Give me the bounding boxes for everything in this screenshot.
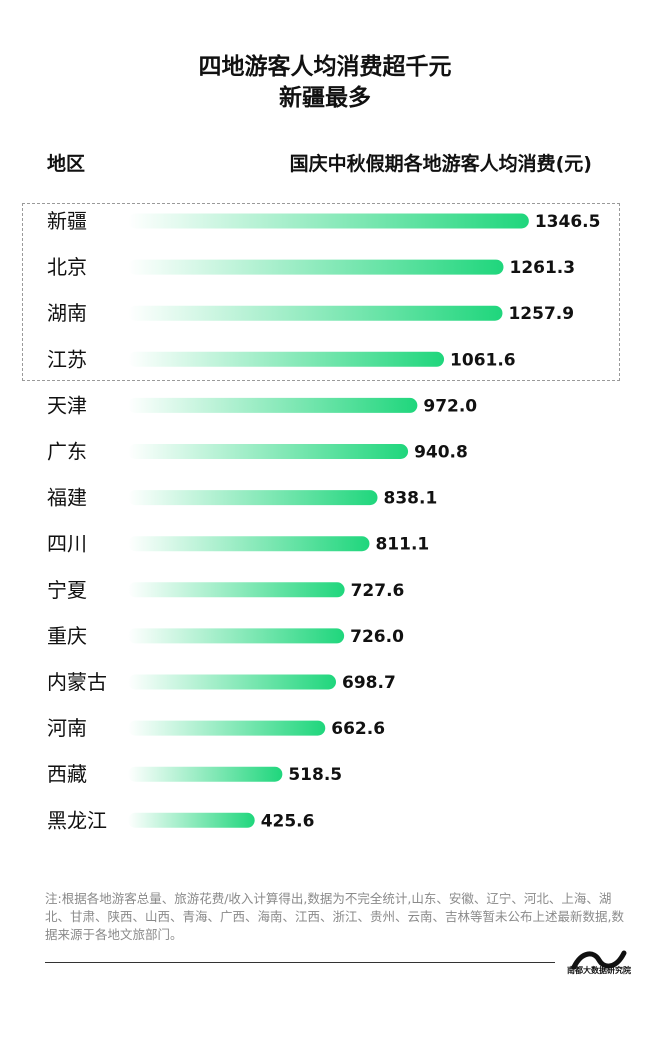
- value-label: 1257.9: [508, 304, 574, 324]
- category-label: 天津: [47, 393, 87, 417]
- bar: [128, 397, 418, 413]
- bar: [128, 628, 345, 644]
- region-column-header: 地区: [47, 153, 86, 175]
- value-label: 1061.6: [450, 350, 516, 370]
- bar: [128, 444, 409, 459]
- category-label: 西藏: [47, 762, 87, 786]
- value-label: 1346.5: [535, 212, 601, 232]
- value-label: 727.6: [351, 581, 405, 601]
- bar-chart: 新疆 1346.5 北京 1261.3 湖南 1257.9 江苏 1061.6 天津 972.0 广…: [47, 209, 601, 832]
- category-label: 北京: [47, 255, 87, 279]
- bar: [128, 490, 378, 506]
- category-label: 新疆: [47, 209, 87, 233]
- bar: [128, 351, 445, 367]
- bar: [128, 213, 529, 229]
- footer-rule: [45, 962, 555, 963]
- value-label: 698.7: [342, 673, 396, 693]
- chart-title-line2: 新疆最多: [279, 85, 371, 111]
- category-label: 四川: [47, 532, 87, 556]
- footnote: 注:根据各地游客总量、旅游花费/收入计算得出,数据为不完全统计,山东、安徽、辽宁…: [45, 891, 624, 942]
- category-label: 福建: [47, 486, 87, 510]
- logo-text: 南都大数据研究院: [567, 966, 631, 975]
- chart-title-line1: 四地游客人均消费超千元: [198, 54, 452, 80]
- category-label: 湖南: [47, 301, 87, 325]
- value-column-header: 国庆中秋假期各地游客人均消费(元): [289, 153, 592, 175]
- value-label: 940.8: [414, 443, 468, 463]
- value-label: 518.5: [288, 765, 342, 785]
- value-label: 838.1: [384, 489, 438, 509]
- bar: [128, 305, 503, 321]
- category-label: 广东: [47, 440, 87, 464]
- bar: [128, 259, 504, 275]
- value-label: 425.6: [261, 811, 315, 831]
- bar: [128, 582, 345, 598]
- value-label: 726.0: [350, 627, 404, 647]
- category-label: 黑龙江: [47, 808, 107, 832]
- category-label: 内蒙古: [47, 670, 107, 694]
- category-label: 江苏: [47, 347, 87, 371]
- value-label: 811.1: [375, 535, 429, 555]
- category-label: 宁夏: [47, 578, 87, 602]
- top-four-highlight-box: [22, 203, 620, 381]
- bar: [128, 766, 283, 782]
- value-label: 662.6: [331, 719, 385, 739]
- value-label: 1261.3: [509, 258, 575, 278]
- category-label: 河南: [47, 716, 87, 740]
- value-label: 972.0: [423, 396, 477, 416]
- bar: [128, 812, 255, 828]
- category-label: 重庆: [47, 624, 87, 648]
- wave-logo-icon: [571, 950, 627, 970]
- bar: [128, 720, 326, 736]
- bar: [128, 674, 337, 690]
- bar: [128, 536, 370, 552]
